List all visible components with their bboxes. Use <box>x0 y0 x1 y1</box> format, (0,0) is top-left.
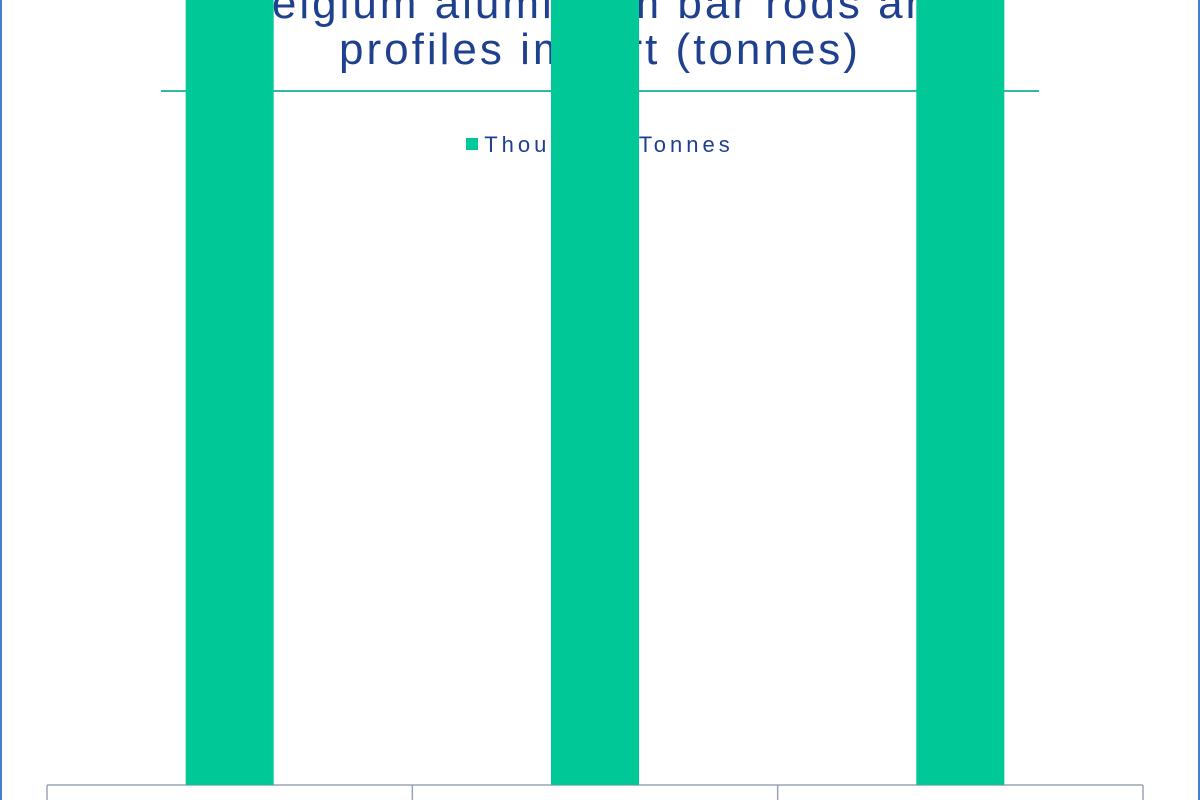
legend-swatch <box>466 138 479 150</box>
bar <box>551 0 639 785</box>
bar <box>185 0 274 785</box>
bar <box>916 0 1005 785</box>
